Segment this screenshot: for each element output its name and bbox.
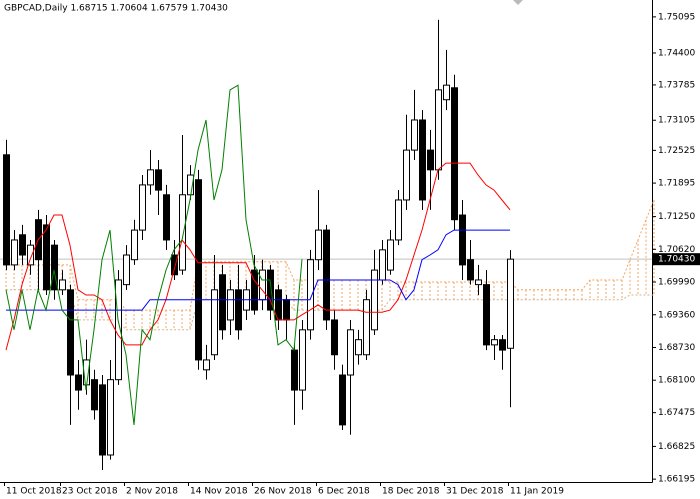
y-tick-label: 1.68100 [658, 376, 695, 386]
candle-bull [363, 299, 370, 356]
candle-bull [11, 239, 18, 266]
candle-bear [91, 379, 98, 411]
x-tick-label: 18 Dec 2018 [382, 487, 440, 497]
y-tick-label: 1.67475 [658, 408, 695, 418]
candle-bear [3, 154, 10, 266]
y-tick-label: 1.68730 [658, 343, 695, 353]
candle-bear [267, 269, 274, 311]
indicator-line [6, 229, 510, 311]
y-tick-label: 1.69360 [658, 310, 695, 320]
candle-bear [171, 254, 178, 276]
candle-bear [459, 214, 466, 266]
plot [0, 19, 655, 471]
candle-bear [419, 119, 426, 201]
candle-bull [211, 289, 218, 356]
candle-bull [123, 254, 130, 286]
candle-bear [67, 289, 74, 376]
candle-bull [315, 229, 322, 261]
candle-bull [147, 169, 154, 186]
candle-bull [435, 89, 442, 171]
y-tick-label: 1.73105 [658, 116, 695, 126]
y-tick-label: 1.66195 [658, 475, 695, 485]
candle-bull [227, 289, 234, 321]
candle-bear [219, 274, 226, 331]
candle-bull [139, 184, 146, 231]
candle-bull [347, 329, 354, 376]
candle-bull [403, 149, 410, 201]
x-tick-label: 23 Oct 2018 [62, 487, 118, 497]
candle-bull [307, 259, 314, 331]
x-tick-label: 11 Jan 2019 [510, 487, 564, 497]
candle-bull [411, 119, 418, 151]
candle-bull [395, 199, 402, 241]
candle-bear [163, 194, 170, 241]
price-label: 1.70430 [658, 255, 695, 265]
candle-bull [379, 249, 386, 281]
shift-marker [513, 0, 523, 5]
chart-title: GBPCAD,Daily 1.68715 1.70604 1.67579 1.7… [4, 4, 228, 14]
x-tick-label: 14 Nov 2018 [190, 487, 248, 497]
x-tick-label: 6 Dec 2018 [318, 487, 370, 497]
candle-bull [475, 279, 482, 286]
candle-bull [27, 244, 34, 266]
y-tick-label: 1.70620 [658, 245, 695, 255]
candle-bear [339, 374, 346, 426]
candle-bull [491, 339, 498, 346]
candle-bear [331, 319, 338, 356]
candle-bear [75, 374, 82, 391]
y-tick-label: 1.69990 [658, 278, 695, 288]
y-tick-label: 1.72525 [658, 146, 695, 156]
candle-bull [259, 269, 266, 301]
candle-bear [251, 269, 258, 311]
candle-bear [467, 259, 474, 281]
candle-bear [499, 339, 506, 351]
candle-bull [371, 269, 378, 331]
candle-bull [507, 258, 514, 349]
candle-bear [451, 87, 458, 221]
candle-bear [19, 234, 26, 256]
candle-bull [299, 329, 306, 391]
y-tick-label: 1.73785 [658, 80, 695, 90]
candle-bear [195, 179, 202, 361]
candle-bear [283, 299, 290, 321]
candle-bull [387, 239, 394, 271]
candle-bear [43, 224, 50, 291]
candle-bear [155, 169, 162, 191]
x-tick-label: 2 Nov 2018 [126, 487, 178, 497]
candle-bear [291, 349, 298, 391]
candle-bear [427, 149, 434, 171]
candle-bear [235, 289, 242, 331]
y-tick-label: 1.75095 [658, 12, 695, 22]
y-tick-label: 1.71250 [658, 212, 695, 222]
candle-bull [179, 194, 186, 271]
candle-bear [51, 244, 58, 291]
x-tick-label: 26 Nov 2018 [254, 487, 312, 497]
candle-bull [59, 279, 66, 291]
candle-bull [107, 379, 114, 456]
candle-bear [483, 284, 490, 346]
candle-bull [443, 84, 450, 101]
price-label-box [652, 253, 700, 266]
candle-bear [323, 229, 330, 321]
indicator-line [5, 162, 511, 351]
candle-bull [355, 339, 362, 356]
candle-bear [99, 384, 106, 456]
y-tick-label: 1.71895 [658, 179, 695, 189]
candle-bull [131, 229, 138, 261]
candle-bull [203, 359, 210, 371]
y-tick-label: 1.74400 [658, 48, 695, 58]
y-tick-label: 1.66825 [658, 442, 695, 452]
indicator-line [5, 84, 303, 425]
x-tick-label: 11 Oct 2018 [6, 487, 62, 497]
x-tick-label: 31 Dec 2018 [446, 487, 504, 497]
